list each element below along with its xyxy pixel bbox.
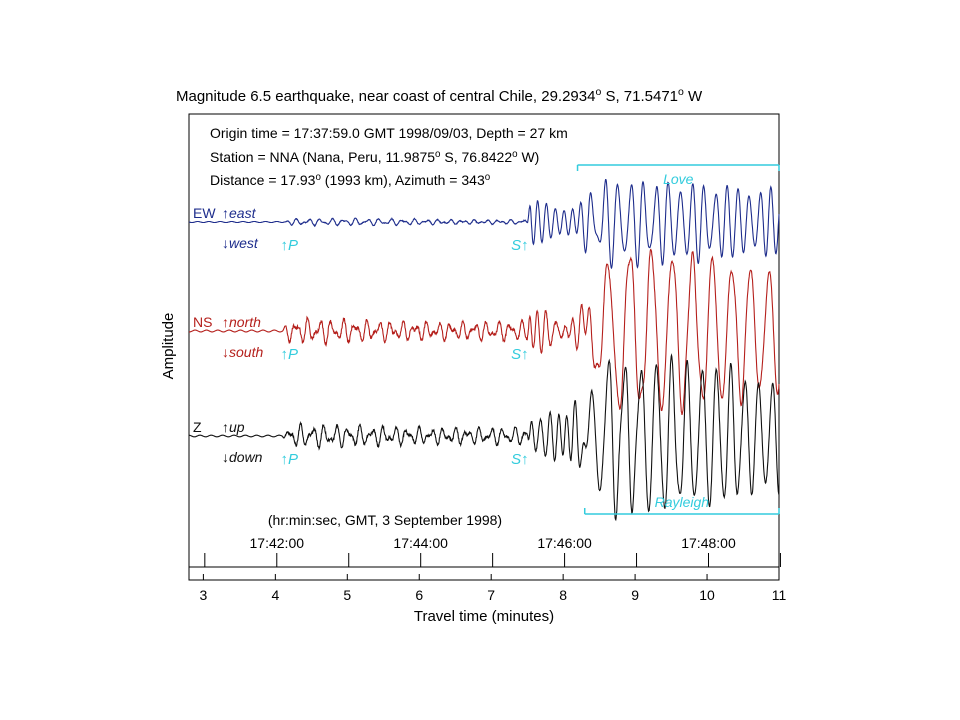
plot-frame [188, 113, 780, 581]
p-arrival-label: ↑P [281, 346, 299, 363]
x-tick-label: 8 [559, 587, 567, 603]
p-arrival-label: ↑P [281, 237, 299, 254]
distance-info: Distance = 17.93o (1993 km), Azimuth = 3… [210, 172, 491, 189]
gmt-tick-label: 17:46:00 [537, 535, 592, 551]
gmt-axis: 17:42:00 17:44:00 17:46:00 17:48:00 [204, 535, 781, 567]
x-tick-label: 5 [343, 587, 351, 603]
s-arrival-label: S↑ [511, 346, 529, 363]
gmt-tick-label: 17:42:00 [250, 535, 305, 551]
station-info: Station = NNA (Nana, Peru, 11.9875o S, 7… [210, 149, 539, 166]
x-tick-label: 10 [699, 587, 715, 603]
direction-up-label: ↑up [222, 419, 245, 435]
direction-down-label: ↓down [222, 449, 263, 465]
direction-down-label: ↓south [222, 344, 263, 360]
trace-labels: EW ↑east ↓west ↑P S↑ NS ↑north ↓south ↑P S↑ Z ↑up ↓d… [193, 205, 529, 468]
component-label: NS [193, 314, 212, 330]
x-tick-label: 4 [271, 587, 279, 603]
gmt-tick-label: 17:48:00 [681, 535, 736, 551]
gmt-axis-caption: (hr:min:sec, GMT, 3 September 1998) [268, 512, 502, 528]
x-tick-label: 7 [487, 587, 495, 603]
s-arrival-label: S↑ [511, 237, 529, 254]
x-axis-ticks: 3 4 5 6 7 8 9 10 11 [199, 574, 786, 603]
direction-down-label: ↓west [222, 235, 259, 251]
trace-ew [188, 178, 780, 270]
x-tick-label: 3 [199, 587, 207, 603]
trace-ns [189, 248, 780, 416]
x-axis-label: Travel time (minutes) [414, 608, 554, 625]
s-arrival-label: S↑ [511, 451, 529, 468]
gmt-tick-label: 17:44:00 [393, 535, 448, 551]
x-tick-label: 6 [415, 587, 423, 603]
x-tick-label: 11 [772, 587, 787, 603]
direction-up-label: ↑north [222, 314, 261, 330]
surface-wave-label: Love [663, 171, 694, 187]
traces [188, 178, 780, 522]
component-label: Z [193, 419, 202, 435]
surface-wave-label: Rayleigh [655, 494, 710, 510]
direction-up-label: ↑east [222, 205, 257, 221]
component-label: EW [193, 205, 216, 221]
origin-info: Origin time = 17:37:59.0 GMT 1998/09/03,… [210, 125, 568, 141]
y-axis-label: Amplitude [160, 313, 177, 380]
x-tick-label: 9 [631, 587, 639, 603]
p-arrival-label: ↑P [281, 451, 299, 468]
surface-wave-brackets: Love Rayleigh [576, 164, 780, 515]
chart-title: Magnitude 6.5 earthquake, near coast of … [176, 86, 703, 105]
trace-z [189, 353, 780, 522]
